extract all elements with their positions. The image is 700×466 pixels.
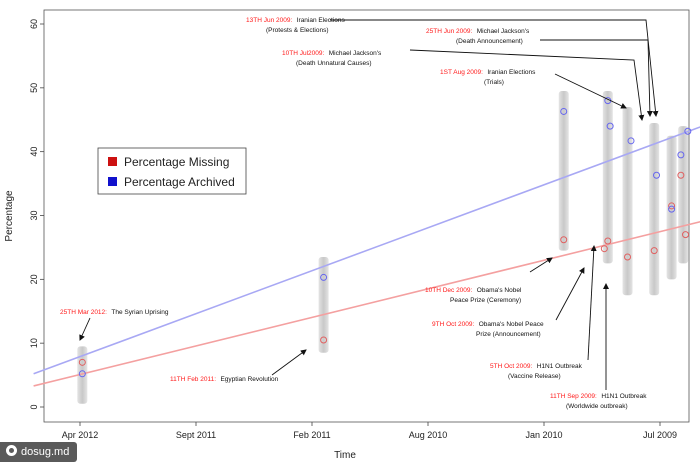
arrow-nobel-ceremony <box>529 257 553 273</box>
point-archived <box>684 127 692 135</box>
annotation-iran-trials: 1ST Aug 2009: Iranian Elections <box>440 61 536 78</box>
point-missing <box>320 336 328 344</box>
point-archived <box>78 370 86 378</box>
range-bar <box>622 106 633 296</box>
annotation-egypt: 11TH Feb 2011: Egyptian Revolution <box>170 368 279 385</box>
annotation-nobel-ceremony-sub: Peace Prize (Ceremony) <box>450 297 521 304</box>
x-tick-label: Jul 2009 <box>643 430 677 440</box>
annotation-syria: 25TH Mar 2012: The Syrian Uprising <box>60 301 169 318</box>
annotation-iran-protests-sub: (Protests & Elections) <box>266 27 329 34</box>
point-archived <box>320 273 328 281</box>
legend-swatch-missing <box>108 157 117 166</box>
point-archived <box>606 122 614 130</box>
range-bar <box>666 135 677 280</box>
annotation-iran-protests: 13TH Jun 2009: Iranian Elections <box>246 9 346 26</box>
range-bar <box>558 91 569 251</box>
y-tick-label: 30 <box>29 210 39 220</box>
point-archived <box>627 137 635 145</box>
arrow-nobel-announcement <box>555 267 585 321</box>
point-missing <box>600 245 608 253</box>
annotation-mj-unnatural-sub: (Death Unnatural Causes) <box>296 60 372 67</box>
legend-label-archived: Percentage Archived <box>124 175 235 189</box>
arrow-mj-announcement <box>540 39 653 117</box>
y-axis-title: Percentage <box>4 190 15 242</box>
range-bar <box>649 122 660 296</box>
annotation-mj-unnatural: 10TH Jul2009: Michael Jackson's <box>282 42 382 59</box>
watermark: dosug.md <box>0 442 78 462</box>
annotation-h1n1-outbreak: 11TH Sep 2009: H1N1 Outbreak <box>550 385 647 402</box>
watermark-logo-icon <box>6 445 17 456</box>
y-axis: 0 10 20 30 40 50 60 <box>29 19 44 410</box>
annotation-nobel-announcement-sub: Prize (Announcement) <box>476 331 541 338</box>
point-missing <box>677 171 685 179</box>
point-missing <box>78 358 86 366</box>
watermark-text: dosug.md <box>21 446 70 458</box>
annotation-nobel-ceremony: 10TH Dec 2009: Obama's Nobel <box>425 279 522 296</box>
legend-box <box>97 147 247 195</box>
legend-swatch-archived <box>108 177 117 186</box>
annotation-iran-trials-sub: (Trials) <box>484 79 504 86</box>
y-tick-label: 50 <box>29 83 39 93</box>
y-tick-label: 10 <box>29 338 39 348</box>
annotation-h1n1-outbreak-sub: (Worldwide outbreak) <box>566 403 628 410</box>
arrow-iran-trials <box>554 73 627 109</box>
legend-label-missing: Percentage Missing <box>124 155 229 169</box>
point-archived <box>560 107 568 115</box>
annotation-h1n1-vaccine: 5TH Oct 2009: H1N1 Outbreak <box>490 355 583 372</box>
x-tick-label: Aug 2010 <box>409 430 448 440</box>
annotation-arrows <box>79 19 659 390</box>
point-missing <box>624 253 632 261</box>
trend-line-archived <box>33 126 700 375</box>
x-tick-label: Jan 2010 <box>525 430 562 440</box>
annotation-mj-announcement: 25TH Jun 2009: Michael Jackson's <box>426 20 530 37</box>
annotation-h1n1-vaccine-sub: (Vaccine Release) <box>508 373 561 380</box>
annotation-nobel-announcement: 9TH Oct 2009: Obama's Nobel Peace <box>432 313 544 330</box>
range-bar <box>318 256 329 353</box>
point-archived <box>668 205 676 213</box>
data-points <box>78 97 692 378</box>
point-missing <box>682 231 690 239</box>
annotations: 25TH Mar 2012: The Syrian Uprising 11TH … <box>60 9 647 410</box>
point-missing <box>604 237 612 245</box>
point-missing <box>560 236 568 244</box>
point-archived <box>677 151 685 159</box>
arrow-syria <box>79 317 91 341</box>
y-tick-label: 0 <box>29 404 39 409</box>
y-tick-label: 60 <box>29 19 39 29</box>
arrow-iran-protests <box>330 19 659 117</box>
annotation-mj-announcement-sub: (Death Announcement) <box>456 38 523 45</box>
plot-area <box>43 9 690 423</box>
x-axis-title: Time <box>334 450 356 461</box>
x-tick-label: Apr 2012 <box>62 430 99 440</box>
y-tick-label: 40 <box>29 147 39 157</box>
point-missing <box>650 247 658 255</box>
arrow-mj-unnatural <box>409 49 645 121</box>
range-bar <box>602 91 613 264</box>
x-tick-label: Feb 2011 <box>293 430 330 440</box>
legend: Percentage Missing Percentage Archived <box>97 147 247 195</box>
arrow-h1n1-vaccine <box>587 245 597 361</box>
point-archived <box>653 171 661 179</box>
arrow-egypt <box>271 349 307 376</box>
point-missing <box>668 202 676 210</box>
x-axis: Apr 2012 Sept 2011 Feb 2011 Aug 2010 Jan 201… <box>62 422 677 440</box>
x-tick-label: Sept 2011 <box>176 430 216 440</box>
y-tick-label: 20 <box>29 274 39 284</box>
range-bar <box>678 126 689 264</box>
